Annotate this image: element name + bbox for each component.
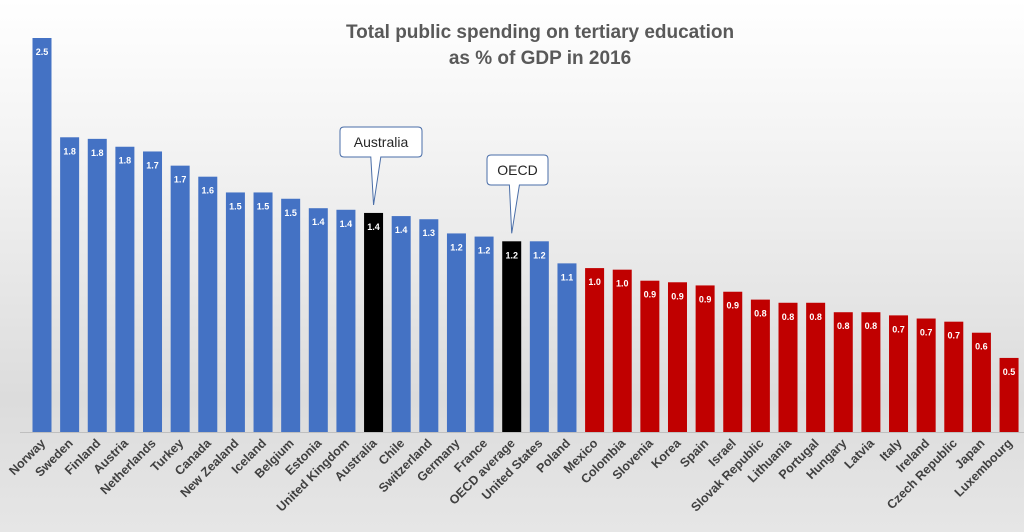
bar-latvia — [861, 312, 881, 432]
data-label: 0.8 — [809, 312, 822, 322]
x-tick-label: Latvia — [842, 435, 878, 471]
bar-slovenia — [640, 280, 660, 432]
data-label: 1.5 — [284, 208, 297, 218]
data-label: 0.7 — [920, 328, 933, 338]
bar-estonia — [308, 208, 328, 432]
x-tick-label: Spain — [677, 436, 711, 470]
bar-czech-republic — [944, 321, 964, 432]
bar-spain — [695, 285, 715, 432]
data-label: 1.7 — [146, 160, 159, 170]
bar-italy — [889, 315, 909, 432]
data-label: 1.5 — [257, 201, 270, 211]
data-label: 0.8 — [865, 321, 878, 331]
bar-france — [474, 236, 494, 432]
bar-chile — [391, 216, 411, 432]
data-label: 1.3 — [423, 228, 436, 238]
data-label: 1.2 — [478, 246, 491, 256]
data-label: 1.2 — [450, 242, 463, 252]
bar-turkey — [170, 165, 190, 432]
data-label: 0.7 — [892, 324, 905, 334]
bar-portugal — [806, 302, 826, 432]
callout-australia — [339, 126, 423, 206]
data-label: 1.6 — [202, 186, 215, 196]
data-label: 1.4 — [340, 219, 353, 229]
data-label: 0.9 — [699, 294, 712, 304]
data-label: 1.4 — [367, 222, 380, 232]
bar-oecd-average — [502, 241, 522, 432]
bar-korea — [667, 282, 687, 432]
bar-netherlands — [143, 151, 163, 433]
data-label: 0.6 — [975, 342, 988, 352]
bar-ireland — [916, 318, 936, 432]
data-label: 0.5 — [1003, 367, 1016, 377]
bar-japan — [971, 332, 991, 432]
chart-title-line2: as % of GDP in 2016 — [448, 48, 632, 69]
data-label: 0.8 — [782, 312, 795, 322]
bar-australia — [364, 212, 384, 432]
bar-iceland — [253, 192, 273, 432]
data-label: 1.8 — [119, 156, 132, 166]
data-label: 1.4 — [395, 225, 408, 235]
data-label: 1.0 — [588, 277, 601, 287]
data-label: 2.5 — [36, 47, 49, 57]
data-label: 1.8 — [91, 148, 104, 158]
bar-united-states — [529, 241, 549, 432]
bar-sweden — [60, 137, 80, 432]
bar-colombia — [612, 269, 632, 432]
bar-poland — [557, 263, 577, 432]
data-label: 1.2 — [505, 250, 518, 260]
bar-luxembourg — [999, 357, 1019, 432]
x-tick-label: Korea — [649, 435, 685, 471]
bar-united-kingdom — [336, 209, 356, 432]
data-label: 1.8 — [63, 146, 76, 156]
data-label: 0.9 — [671, 291, 684, 301]
bar-slovak-republic — [750, 299, 770, 432]
callout-oecd — [486, 154, 549, 234]
bar-germany — [446, 233, 466, 432]
bar-canada — [198, 176, 218, 432]
bar-new-zealand — [225, 192, 245, 432]
callout-text: OECD — [497, 162, 537, 178]
bar-finland — [87, 138, 107, 432]
bar-lithuania — [778, 302, 798, 432]
bar-israel — [723, 291, 743, 432]
callout-text: Australia — [354, 134, 409, 150]
data-label: 1.1 — [561, 272, 574, 282]
bar-mexico — [585, 268, 605, 432]
data-label: 0.7 — [948, 331, 961, 341]
bar-belgium — [281, 198, 301, 432]
data-label: 0.9 — [726, 301, 739, 311]
data-label: 1.7 — [174, 175, 187, 185]
data-label: 0.8 — [837, 321, 850, 331]
bar-norway — [32, 38, 52, 432]
chart-title-line1: Total public spending on tertiary educat… — [345, 22, 735, 43]
bar-austria — [115, 146, 135, 432]
data-label: 1.5 — [229, 201, 242, 211]
data-label: 0.9 — [644, 290, 657, 300]
data-label: 1.4 — [312, 217, 325, 227]
bar-hungary — [833, 312, 853, 432]
data-label: 1.2 — [533, 250, 546, 260]
data-label: 0.8 — [754, 309, 767, 319]
bar-switzerland — [419, 219, 439, 432]
data-label: 1.0 — [616, 279, 629, 289]
